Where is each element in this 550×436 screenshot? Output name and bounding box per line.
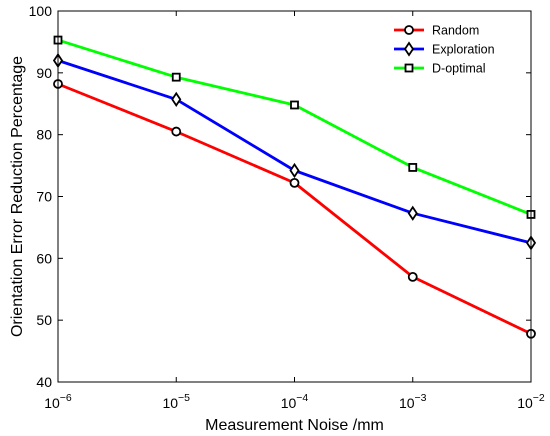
legend-label: Random — [432, 24, 479, 38]
y-tick-label: 70 — [36, 189, 52, 205]
y-tick-label: 80 — [36, 127, 52, 143]
y-tick-label: 100 — [29, 3, 53, 19]
y-tick-label: 50 — [36, 312, 52, 328]
data-point-d-optimal-3 — [408, 163, 418, 172]
legend-item-random: Random — [394, 24, 479, 38]
data-point-exploration-1 — [171, 91, 182, 108]
y-tick-label: 40 — [36, 374, 52, 390]
series-random — [53, 79, 536, 339]
data-point-exploration-3 — [407, 205, 418, 221]
data-point-exploration-2 — [289, 162, 300, 179]
x-tick-label: 10−3 — [399, 392, 427, 411]
x-tick-label: 10−6 — [44, 392, 72, 411]
data-point-d-optimal-1 — [171, 72, 181, 82]
legend-label: Exploration — [432, 43, 495, 57]
series-layer — [52, 35, 537, 339]
x-axis-title: Measurement Noise /mm — [205, 417, 384, 434]
data-point-random-2 — [289, 177, 300, 188]
data-point-d-optimal-2 — [290, 100, 299, 110]
data-point-random-1 — [171, 126, 182, 137]
axis-layer: 40 50 60 70 80 90 100 10−6 10−5 10−4 10−3 10−2 — [29, 3, 545, 411]
legend-marker — [404, 25, 414, 35]
legend-item-d-optimal: D-optimal — [394, 62, 486, 76]
legend-item-exploration: Exploration — [394, 41, 495, 57]
y-axis-title: Orientation Error Reduction Percentage — [9, 56, 26, 337]
legend-label: D-optimal — [432, 62, 486, 76]
legend-marker — [404, 63, 414, 73]
legend-marker — [403, 41, 415, 57]
y-tick-label: 90 — [36, 65, 52, 81]
x-tick-label: 10−4 — [281, 392, 309, 411]
legend: Random Exploration D-optimal — [388, 16, 524, 82]
x-tick-label: 10−2 — [517, 392, 545, 411]
x-tick-label: 10−5 — [162, 392, 190, 411]
y-tick-label: 60 — [36, 250, 52, 266]
data-point-random-3 — [407, 271, 418, 282]
